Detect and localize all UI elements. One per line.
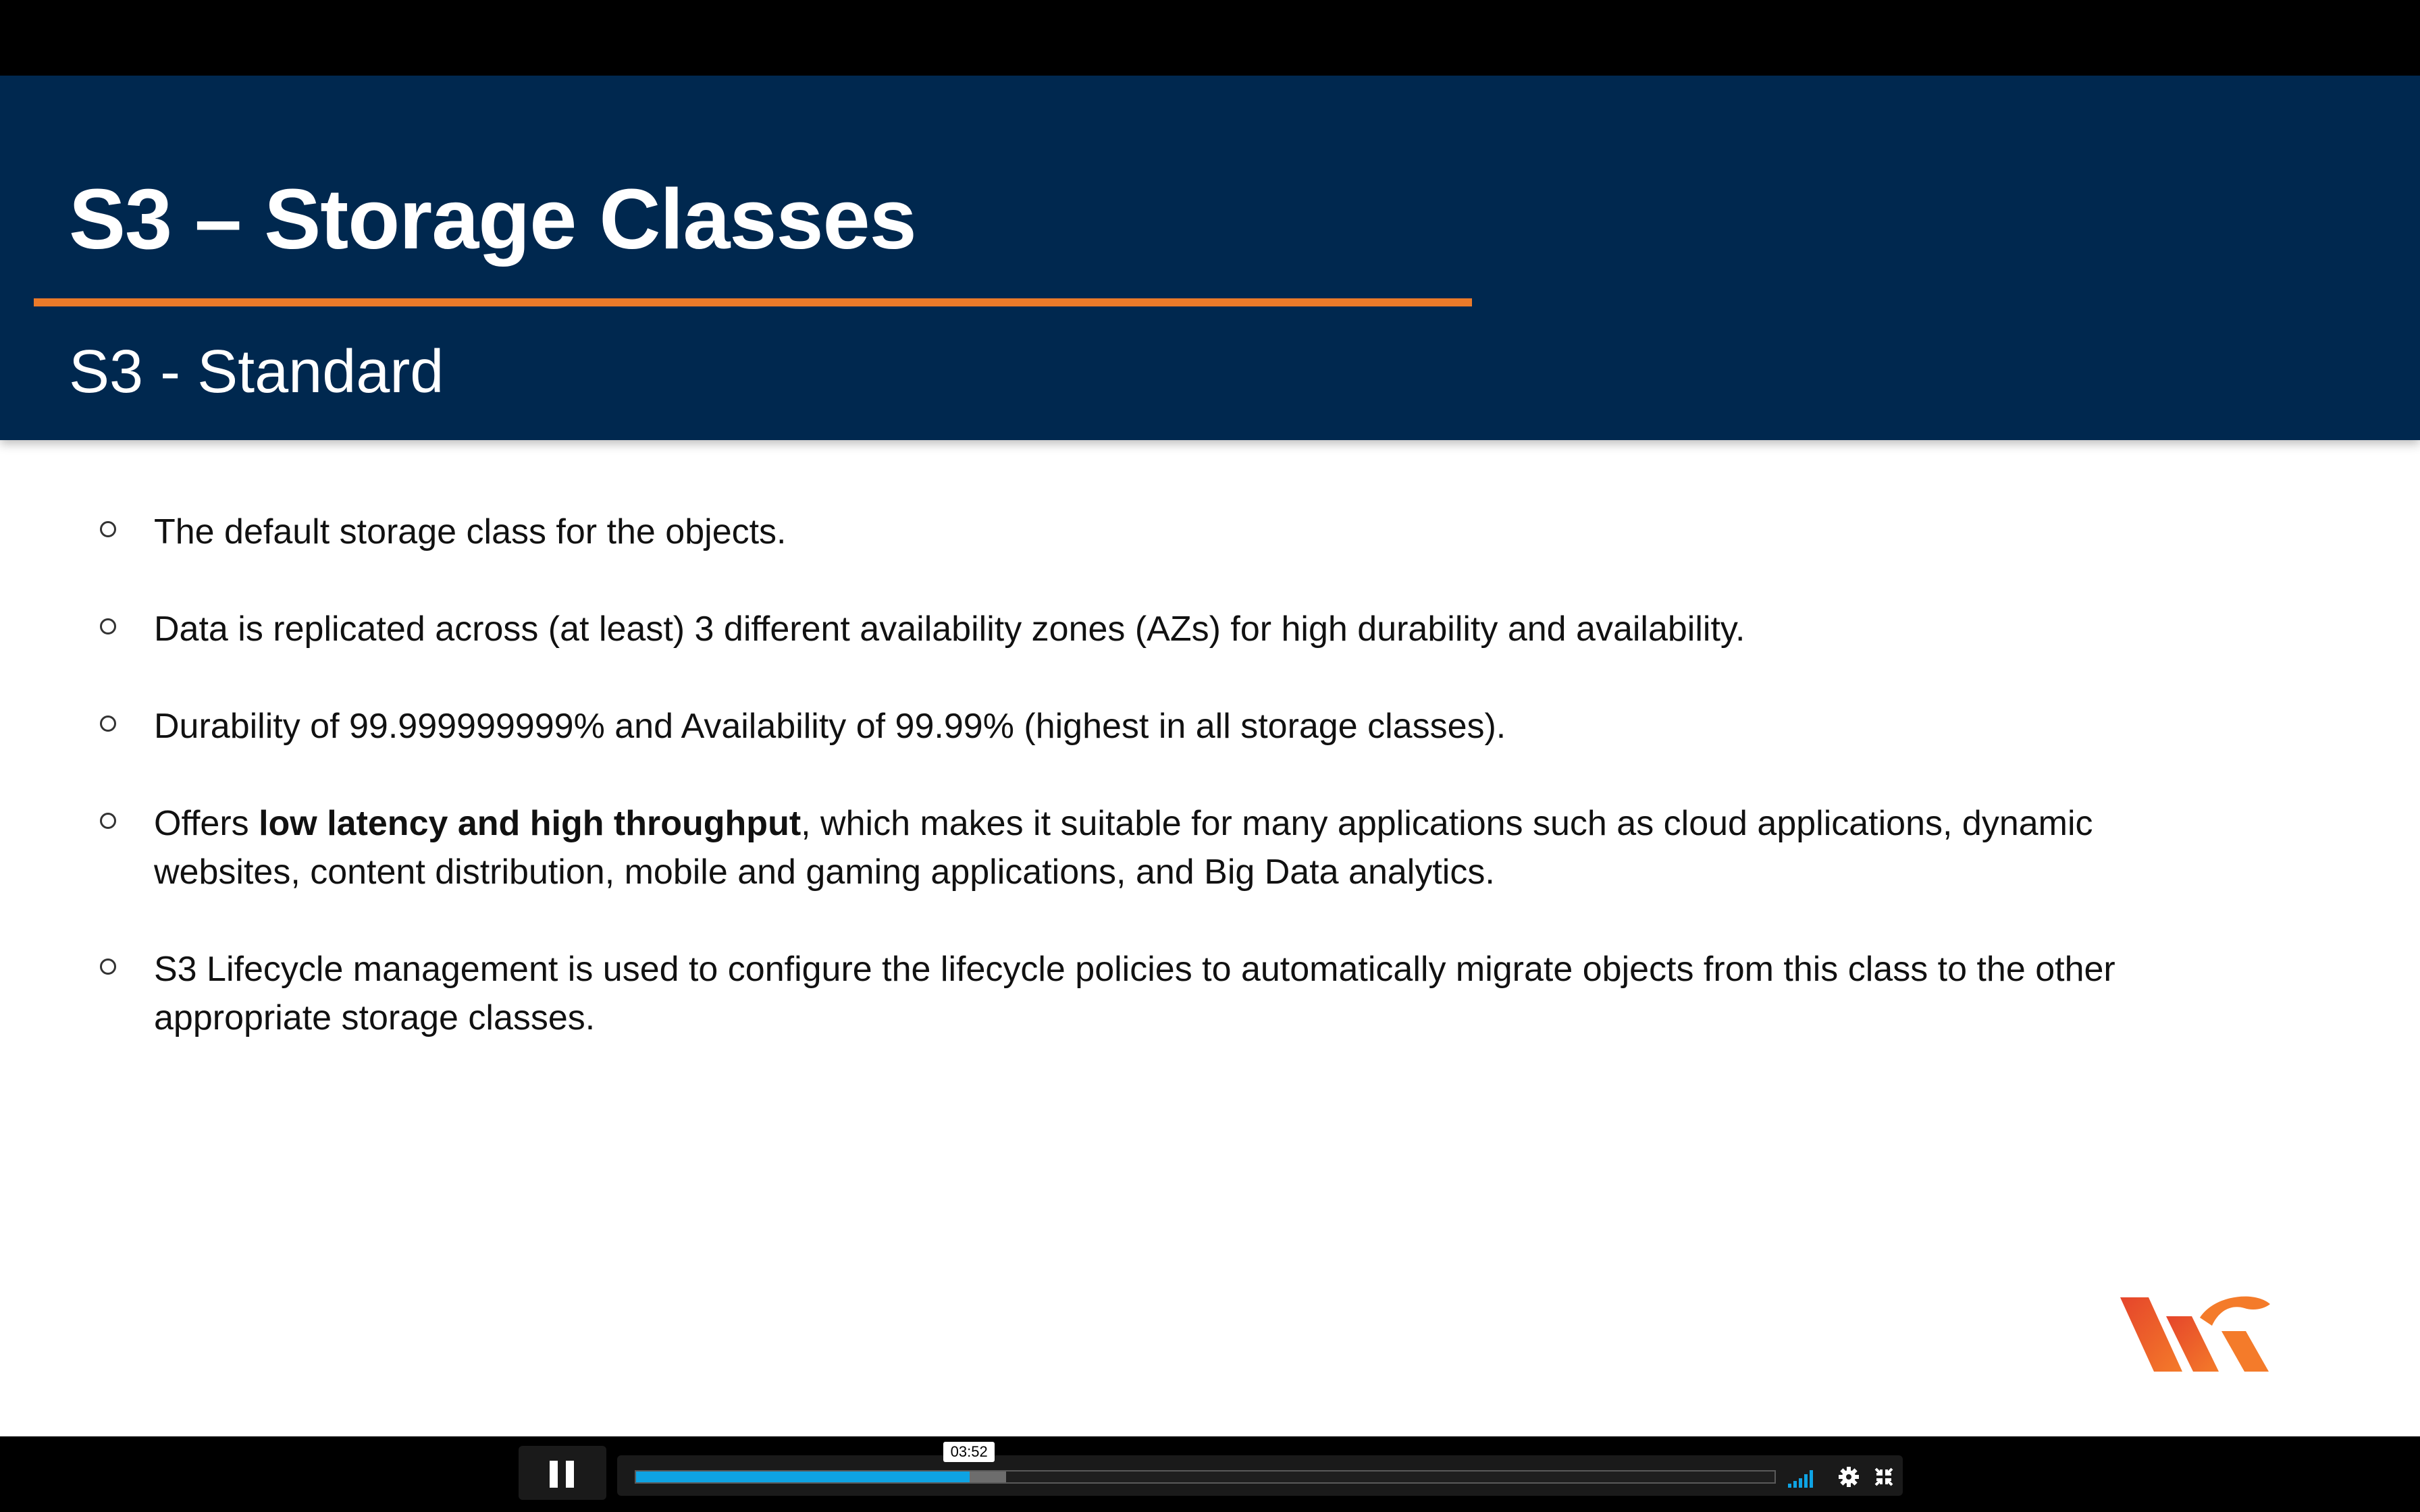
bullet-text: S3 Lifecycle management is used to confi… xyxy=(154,950,2115,1037)
circle-bullet-icon xyxy=(100,959,116,975)
circle-bullet-icon xyxy=(100,521,116,537)
circle-bullet-icon xyxy=(100,618,116,634)
slide: S3 – Storage Classes S3 - Standard The d… xyxy=(0,76,2420,1436)
slide-header: S3 – Storage Classes S3 - Standard xyxy=(0,76,2420,440)
time-tooltip: 03:52 xyxy=(943,1442,995,1462)
bullet-text: Data is replicated across (at least) 3 d… xyxy=(154,610,1745,649)
bullet-list: The default storage class for the object… xyxy=(95,508,2120,1091)
bullet-text: The default storage class for the object… xyxy=(154,512,787,551)
volume-bars-icon[interactable] xyxy=(1787,1465,1816,1489)
pause-icon xyxy=(550,1461,558,1488)
progress-bar[interactable] xyxy=(635,1470,1776,1484)
exit-fullscreen-icon[interactable] xyxy=(1869,1465,1899,1489)
bullet-item: Data is replicated across (at least) 3 d… xyxy=(95,605,2120,653)
bullet-item: Durability of 99.999999999% and Availabi… xyxy=(95,702,2120,751)
top-letterbox xyxy=(0,0,2420,76)
bullet-item: S3 Lifecycle management is used to confi… xyxy=(95,945,2120,1042)
title-underline xyxy=(34,298,1472,306)
bullet-text-continued: , which makes it suitable for many appli… xyxy=(154,804,2093,892)
pause-icon-bar xyxy=(566,1461,574,1488)
bullet-bold-text: low latency and high throughput xyxy=(259,804,801,843)
brand-logo-icon xyxy=(2120,1296,2270,1372)
played-range xyxy=(636,1472,970,1482)
pause-button[interactable] xyxy=(519,1446,606,1500)
slide-title: S3 – Storage Classes xyxy=(69,171,917,267)
gear-icon[interactable] xyxy=(1834,1465,1864,1489)
circle-bullet-icon xyxy=(100,813,116,829)
bullet-item: The default storage class for the object… xyxy=(95,508,2120,556)
bullet-item: Offers low latency and high throughput, … xyxy=(95,799,2120,896)
video-controls: 03:52 xyxy=(0,1436,2420,1512)
slide-subtitle: S3 - Standard xyxy=(69,338,444,406)
bullet-text: Durability of 99.999999999% and Availabi… xyxy=(154,707,1506,746)
bullet-text: Offers xyxy=(154,804,259,843)
circle-bullet-icon xyxy=(100,716,116,732)
